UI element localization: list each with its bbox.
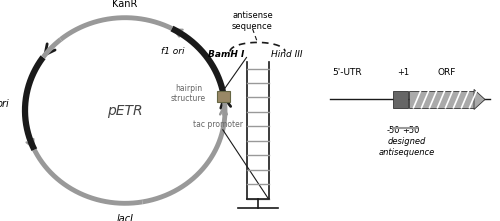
Bar (394, 91, 408, 108)
Text: 5'-UTR: 5'-UTR (332, 68, 362, 77)
Text: designed
antisequence: designed antisequence (379, 137, 435, 157)
Text: BamH I: BamH I (208, 50, 244, 59)
Text: tac promoter: tac promoter (194, 120, 244, 129)
Bar (408, 91, 474, 108)
Text: ORF: ORF (437, 68, 456, 77)
Text: -50: -50 (386, 126, 400, 135)
Text: ori: ori (0, 99, 9, 109)
Text: antisense
sequence: antisense sequence (232, 11, 273, 31)
Text: pETR: pETR (107, 103, 143, 118)
Text: KanR: KanR (112, 0, 138, 10)
Text: +1: +1 (398, 68, 409, 77)
Text: lacI: lacI (116, 214, 134, 221)
Text: hairpin
structure: hairpin structure (171, 84, 206, 103)
Bar (217, 91, 230, 102)
Text: +50: +50 (402, 126, 419, 135)
Text: Hind III: Hind III (271, 50, 302, 59)
Polygon shape (474, 89, 485, 109)
Text: f1 ori: f1 ori (162, 48, 185, 57)
